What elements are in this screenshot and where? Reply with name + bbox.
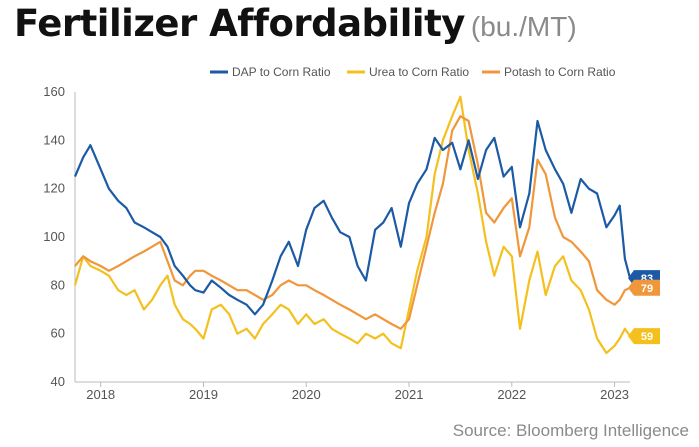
- legend-label: DAP to Corn Ratio: [232, 65, 331, 79]
- chart-unit-text: (bu./MT): [470, 11, 577, 42]
- y-tick-label: 160: [43, 84, 65, 99]
- x-tick-label: 2018: [86, 387, 115, 402]
- y-tick-label: 80: [51, 277, 65, 292]
- legend-label: Urea to Corn Ratio: [369, 65, 469, 79]
- end-value-label: 59: [641, 331, 653, 343]
- series-line-dap-to-corn-ratio: [73, 119, 632, 316]
- x-tick-label: 2020: [292, 387, 321, 402]
- chart-title: Fertilizer Affordability (bu./MT): [14, 2, 577, 45]
- series-line-potash-to-corn-ratio: [74, 115, 631, 330]
- x-tick-label: 2022: [497, 387, 526, 402]
- end-value-label: 79: [641, 283, 653, 295]
- y-tick-label: 140: [43, 132, 65, 147]
- y-tick-label: 120: [43, 181, 65, 196]
- x-tick-label: 2019: [189, 387, 218, 402]
- legend-label: Potash to Corn Ratio: [504, 65, 616, 79]
- end-value-tag: [628, 328, 660, 345]
- y-tick-label: 40: [51, 374, 65, 389]
- y-tick-label: 100: [43, 229, 65, 244]
- series-line-urea-to-corn-ratio: [73, 95, 631, 355]
- chart-title-text: Fertilizer Affordability: [14, 2, 465, 45]
- y-tick-label: 60: [51, 326, 65, 341]
- x-tick-label: 2023: [600, 387, 629, 402]
- end-value-tag: [628, 279, 660, 296]
- x-tick-label: 2021: [395, 387, 424, 402]
- source-note: Source: Bloomberg Intelligence: [452, 421, 689, 440]
